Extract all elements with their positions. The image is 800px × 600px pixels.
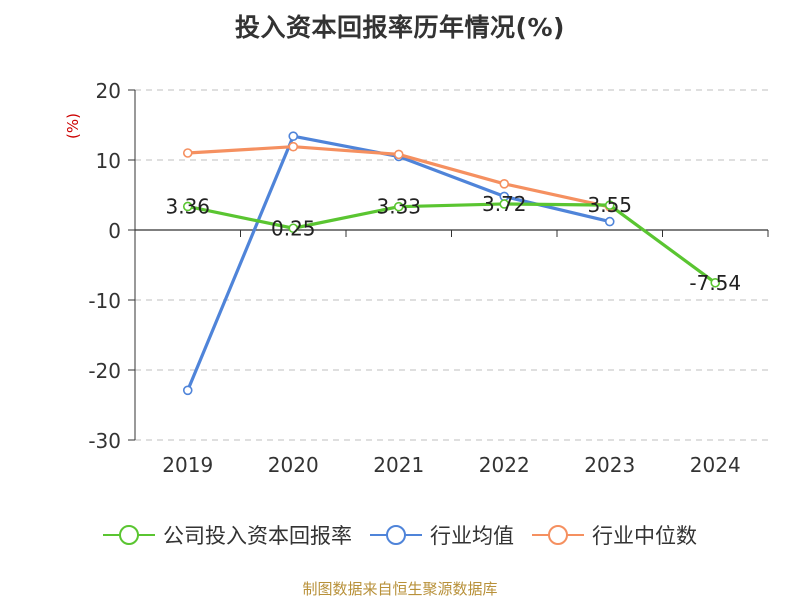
x-tick-label: 2021 — [373, 453, 424, 477]
data-label: 3.36 — [165, 194, 210, 218]
data-point — [288, 141, 299, 152]
series-line — [187, 202, 717, 285]
x-tick-label: 2023 — [584, 453, 635, 477]
y-tick-label: -30 — [88, 429, 121, 453]
legend-swatch-company-icon — [103, 525, 155, 545]
x-tick-label: 2022 — [479, 453, 530, 477]
data-point — [393, 201, 404, 212]
data-point — [182, 385, 193, 396]
data-point — [710, 277, 721, 288]
y-axis-label: (%) — [64, 113, 82, 139]
data-point — [182, 201, 193, 212]
legend-label-company: 公司投入资本回报率 — [163, 524, 352, 548]
y-tick-label: -20 — [88, 359, 121, 383]
data-point — [604, 216, 615, 227]
data-label: 3.72 — [482, 192, 527, 216]
legend-item-company[interactable]: 公司投入资本回报率 — [103, 520, 352, 550]
data-point — [393, 149, 404, 160]
x-tick-label: 2020 — [268, 453, 319, 477]
data-label: 3.33 — [376, 195, 421, 219]
data-point — [499, 179, 510, 189]
legend-swatch-industry-mean-icon — [370, 525, 422, 545]
x-tick-label: 2019 — [162, 453, 213, 477]
data-label: 0.25 — [271, 216, 316, 240]
legend: 公司投入资本回报率 行业均值 行业中位数 — [0, 520, 800, 550]
series-line — [186, 134, 611, 391]
data-point — [604, 200, 615, 210]
data-point — [182, 148, 193, 158]
legend-label-industry-median: 行业中位数 — [592, 524, 697, 548]
x-tick-label: 2024 — [690, 453, 741, 477]
legend-item-industry-mean[interactable]: 行业均值 — [370, 520, 514, 550]
legend-label-industry-mean: 行业均值 — [430, 524, 514, 548]
chart-title: 投入资本回报率历年情况(%) — [235, 13, 565, 42]
legend-item-industry-median[interactable]: 行业中位数 — [532, 520, 697, 550]
y-tick-label: 0 — [108, 219, 121, 243]
legend-swatch-industry-median-icon — [532, 525, 584, 545]
y-tick-label: 10 — [96, 149, 121, 173]
data-point — [499, 199, 510, 209]
source-note: 制图数据来自恒生聚源数据库 — [302, 580, 498, 598]
data-label: -7.54 — [689, 271, 741, 295]
data-point — [288, 223, 299, 234]
data-point — [288, 131, 299, 141]
data-label: 3.55 — [587, 193, 632, 217]
y-tick-label: -10 — [88, 289, 121, 313]
y-tick-label: 20 — [96, 79, 121, 103]
